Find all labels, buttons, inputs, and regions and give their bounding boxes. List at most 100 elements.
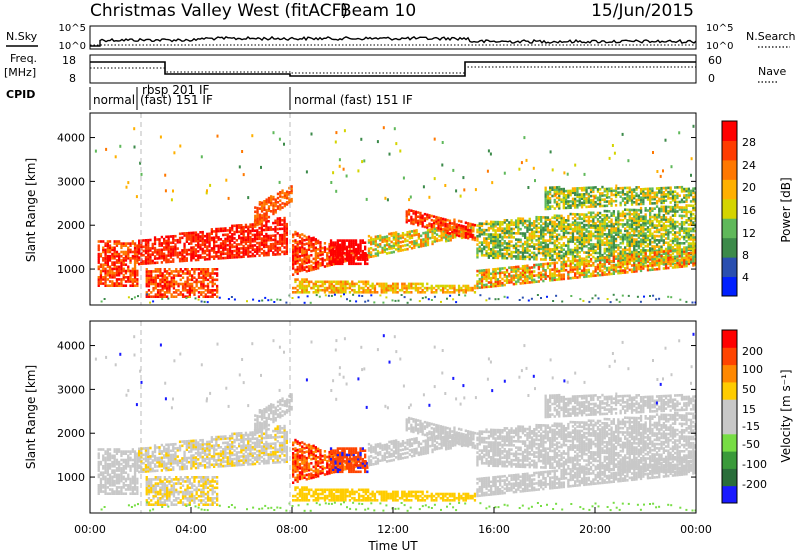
power-cell xyxy=(428,222,431,226)
power-cell xyxy=(635,221,638,224)
power-cell xyxy=(485,222,488,226)
power-cell xyxy=(646,242,650,246)
power-cell xyxy=(653,226,656,229)
power-cell xyxy=(669,247,672,251)
power-cell xyxy=(576,236,579,239)
power-cell xyxy=(332,291,336,294)
power-cell xyxy=(292,262,295,266)
power-cell xyxy=(612,229,615,232)
power-cell xyxy=(332,260,335,263)
power-cell xyxy=(492,254,495,257)
power-cell xyxy=(658,234,661,238)
power-cell xyxy=(621,269,625,272)
power-cell xyxy=(279,199,282,202)
power-cell xyxy=(540,243,543,246)
power-cell xyxy=(617,254,620,258)
power-cell xyxy=(193,270,196,273)
power-cell xyxy=(428,286,431,290)
power-cell xyxy=(342,284,345,288)
power-cell xyxy=(680,250,684,253)
power-cell xyxy=(330,280,333,284)
power-cell xyxy=(494,250,497,253)
power-cell xyxy=(453,231,456,234)
power-cell xyxy=(190,233,193,237)
power-cell xyxy=(272,228,275,231)
power-cell xyxy=(560,244,563,247)
power-cell xyxy=(553,224,556,228)
power-cell xyxy=(285,227,288,230)
power-cell xyxy=(251,223,254,226)
power-cell xyxy=(687,262,690,266)
power-cell xyxy=(362,291,365,294)
power-cell xyxy=(630,212,634,216)
power-cell xyxy=(328,286,331,290)
power-cell xyxy=(633,213,636,216)
power-cell xyxy=(651,209,654,212)
power-cell xyxy=(473,238,477,242)
power-cell xyxy=(256,219,259,222)
power-cell xyxy=(576,246,579,250)
power-cell xyxy=(646,234,650,238)
power-cell xyxy=(206,272,210,275)
power-cell xyxy=(610,266,613,269)
power-cell xyxy=(608,239,611,242)
power-cell xyxy=(624,258,627,262)
power-cell xyxy=(108,265,112,269)
power-cell xyxy=(576,263,579,267)
power-cell xyxy=(565,235,568,239)
power-cell xyxy=(433,235,436,239)
power-cell xyxy=(635,255,638,258)
power-cell xyxy=(197,280,201,284)
power-cell xyxy=(203,258,207,261)
power-cell xyxy=(592,261,595,265)
power-cell xyxy=(156,248,159,252)
power-cell xyxy=(133,267,137,271)
power-cell xyxy=(635,234,638,237)
power-cell xyxy=(553,231,556,234)
power-cell xyxy=(633,253,636,256)
power-cell xyxy=(298,263,302,266)
power-cell xyxy=(163,276,166,279)
power-cell xyxy=(99,280,103,283)
power-cell xyxy=(603,271,606,274)
power-cell xyxy=(558,258,561,262)
power-cell xyxy=(496,284,500,288)
power-cell xyxy=(170,280,173,284)
power-cell xyxy=(419,291,422,294)
power-cell xyxy=(674,212,677,215)
power-cell xyxy=(332,284,336,288)
power-cell xyxy=(176,251,179,255)
power-cell xyxy=(208,257,211,261)
power-cell xyxy=(258,201,261,204)
power-cell xyxy=(515,282,518,286)
power-cell xyxy=(610,220,613,224)
power-cell xyxy=(644,254,647,257)
power-cell xyxy=(127,254,130,258)
power-cell xyxy=(674,210,677,213)
power-cell xyxy=(633,270,636,273)
power-cell xyxy=(200,293,203,296)
power-cell xyxy=(181,259,184,263)
power-cell xyxy=(537,280,540,283)
power-cell xyxy=(630,253,634,257)
power-cell xyxy=(630,227,634,231)
power-cell xyxy=(678,222,681,226)
power-cell xyxy=(296,240,299,244)
power-cell xyxy=(288,193,291,196)
power-cell xyxy=(444,291,447,294)
power-cell xyxy=(583,262,586,266)
power-cell xyxy=(555,202,559,206)
power-cell xyxy=(517,255,520,258)
power-cell xyxy=(136,259,139,262)
power-cell xyxy=(379,245,382,248)
power-cell xyxy=(296,272,299,275)
power-cell xyxy=(619,235,622,239)
power-cell xyxy=(437,216,440,220)
power-cell xyxy=(549,254,552,257)
power-cell xyxy=(619,218,622,222)
power-cell xyxy=(674,243,677,247)
power-cell xyxy=(508,231,511,235)
power-cell xyxy=(249,250,252,254)
power-cell xyxy=(172,276,176,279)
power-cell xyxy=(644,257,647,261)
